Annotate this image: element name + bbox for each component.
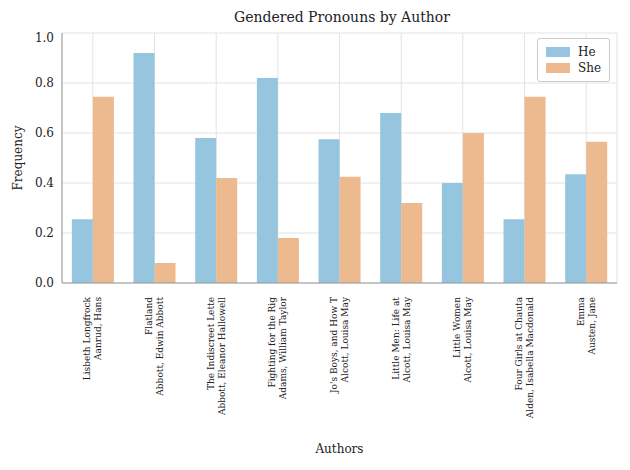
svg-text:Little WomenAlcott, Louisa May: Little WomenAlcott, Louisa May <box>452 296 473 383</box>
svg-text:0.2: 0.2 <box>35 226 54 240</box>
svg-text:0.0: 0.0 <box>35 276 54 290</box>
svg-text:1.0: 1.0 <box>35 31 54 45</box>
svg-text:Jo's Boys, and How TAlcott, Lo: Jo's Boys, and How TAlcott, Louisa May <box>329 296 350 394</box>
svg-text:Authors: Authors <box>314 442 363 456</box>
svg-text:Four Girls at ChautaAlden, Isa: Four Girls at ChautaAlden, Isabella Macd… <box>514 296 535 419</box>
svg-text:0.8: 0.8 <box>35 76 54 90</box>
svg-text:EmmaAusten, Jane: EmmaAusten, Jane <box>576 296 597 355</box>
svg-text:Little Men: Life atAlcott, Lou: Little Men: Life atAlcott, Louisa May <box>391 296 412 383</box>
svg-text:0.4: 0.4 <box>35 176 54 190</box>
svg-text:Fighting for the RigAdams, Wil: Fighting for the RigAdams, William Taylo… <box>267 296 288 400</box>
html-text:She: She <box>577 61 601 75</box>
html-text:He: He <box>577 45 596 59</box>
svg-text:Lisbeth LongfrockAanrud, Hans: Lisbeth LongfrockAanrud, Hans <box>82 296 103 380</box>
svg-text:The Indiscreet LetteAbbott, El: The Indiscreet LetteAbbott, Eleanor Hall… <box>206 297 227 416</box>
svg-text:0.6: 0.6 <box>35 126 54 140</box>
svg-text:Frequency: Frequency <box>11 125 25 190</box>
html-text:Gendered Pronouns by Author: Gendered Pronouns by Author <box>234 9 450 25</box>
svg-text:FlatlandAbbott, Edwin Abbott: FlatlandAbbott, Edwin Abbott <box>144 297 165 397</box>
